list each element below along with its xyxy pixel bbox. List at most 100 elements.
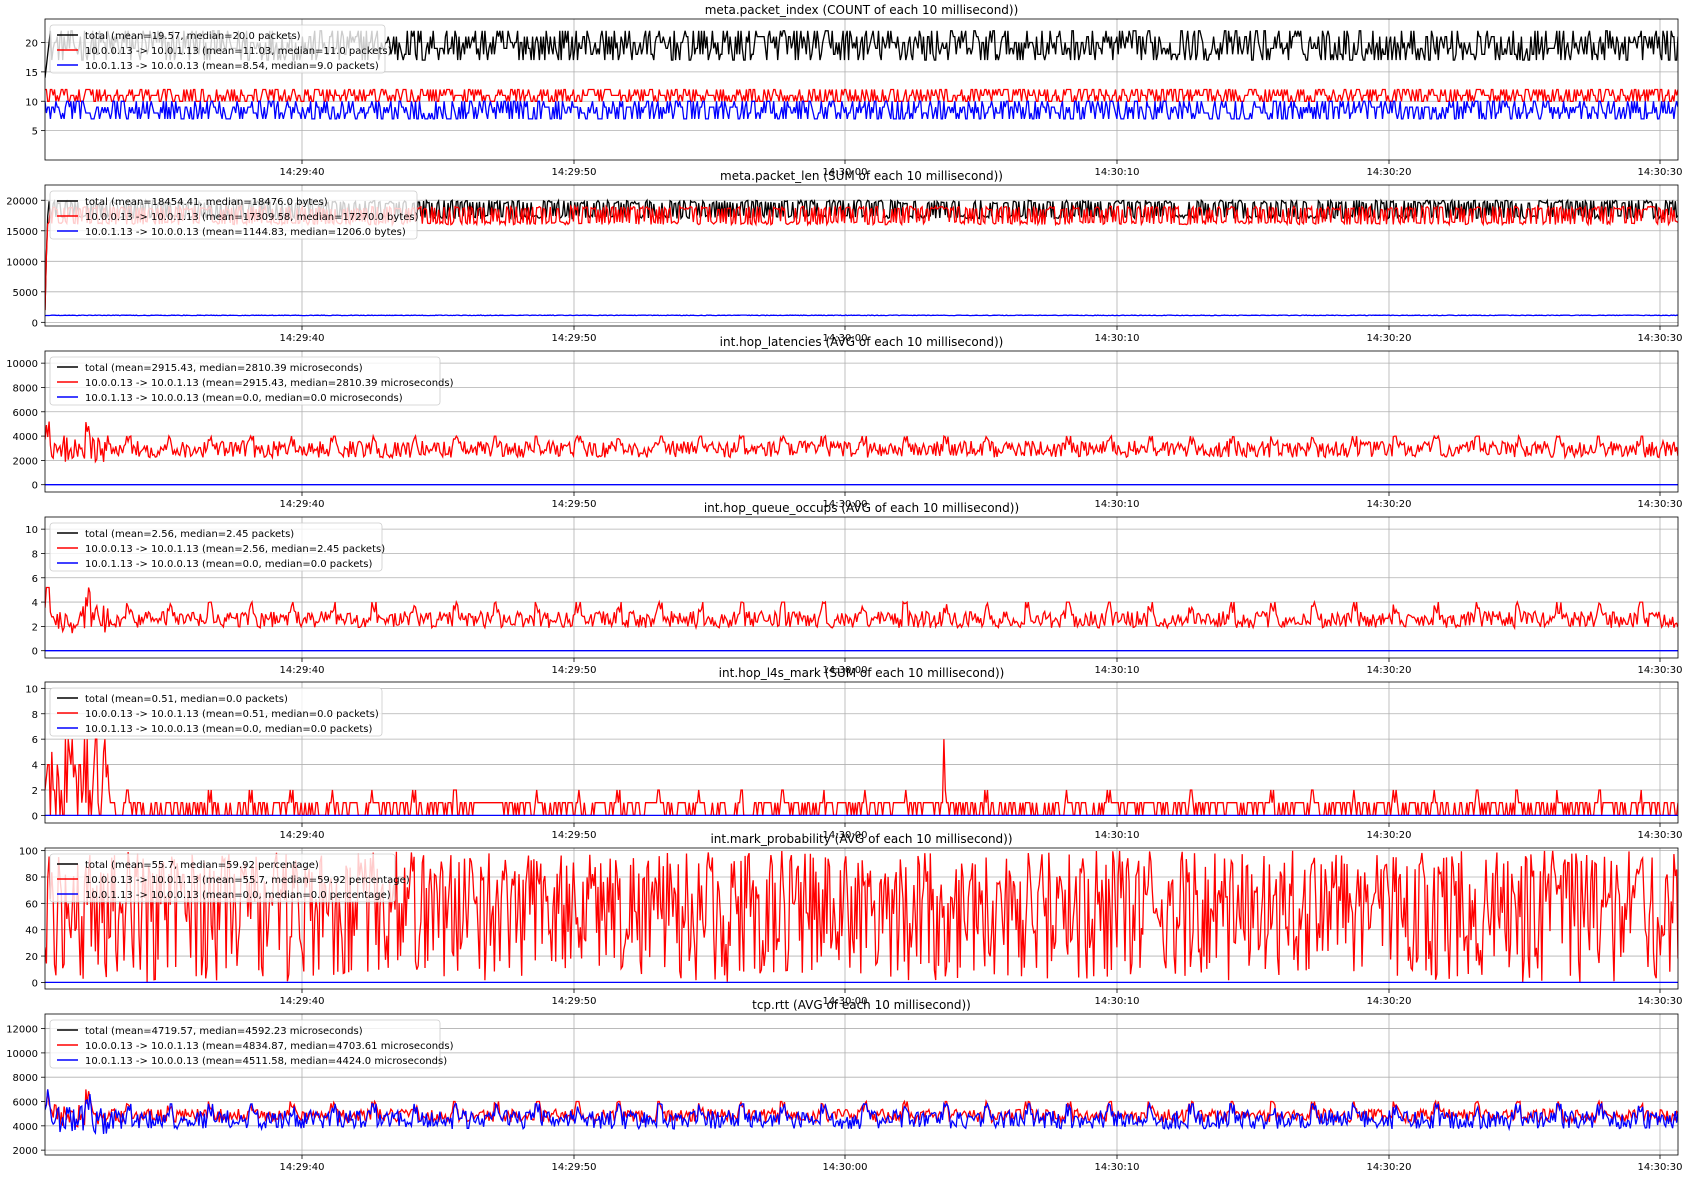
x-tick-label: 14:30:30 <box>1638 167 1683 178</box>
legend-entry: 10.0.0.13 -> 10.0.1.13 (mean=17309.58, m… <box>85 212 419 223</box>
legend-entry: 10.0.0.13 -> 10.0.1.13 (mean=55.7, media… <box>85 875 410 886</box>
legend-entry: total (mean=2915.43, median=2810.39 micr… <box>85 363 363 374</box>
chart-panel: int.hop_queue_occups (AVG of each 10 mil… <box>25 501 1682 676</box>
y-tick-label: 4000 <box>13 432 38 443</box>
chart-title: int.hop_latencies (AVG of each 10 millis… <box>720 335 1004 349</box>
x-tick-label: 14:30:20 <box>1367 333 1412 344</box>
legend-entry: total (mean=18454.41, median=18476.0 byt… <box>85 197 328 208</box>
x-tick-label: 14:29:50 <box>552 996 597 1007</box>
x-tick-label: 14:30:10 <box>1095 167 1140 178</box>
y-tick-label: 0 <box>32 647 38 658</box>
legend: total (mean=2.56, median=2.45 packets) 10… <box>50 523 385 571</box>
x-tick-label: 14:29:50 <box>552 499 597 510</box>
y-tick-label: 15000 <box>6 227 38 238</box>
x-tick-label: 14:29:50 <box>552 333 597 344</box>
x-tick-label: 14:30:20 <box>1367 665 1412 676</box>
x-tick-label: 14:29:40 <box>280 996 325 1007</box>
legend-entry: 10.0.0.13 -> 10.0.1.13 (mean=2.56, media… <box>85 544 385 555</box>
x-tick-label: 14:30:10 <box>1095 830 1140 841</box>
legend-entry: 10.0.1.13 -> 10.0.0.13 (mean=0.0, median… <box>85 890 391 901</box>
legend-entry: total (mean=55.7, median=59.92 percentag… <box>85 860 319 871</box>
x-tick-label: 14:29:40 <box>280 333 325 344</box>
y-tick-label: 15 <box>25 68 38 79</box>
x-tick-label: 14:30:30 <box>1638 665 1683 676</box>
x-tick-label: 14:30:10 <box>1095 1162 1140 1173</box>
y-tick-label: 6 <box>32 735 38 746</box>
y-tick-label: 10 <box>25 97 38 108</box>
y-tick-label: 4 <box>32 761 38 772</box>
legend-entry: 10.0.1.13 -> 10.0.0.13 (mean=0.0, median… <box>85 724 372 735</box>
y-tick-label: 10000 <box>6 359 38 370</box>
chart-panel: tcp.rtt (AVG of each 10 millisecond))200… <box>6 998 1682 1173</box>
y-tick-label: 80 <box>25 873 38 884</box>
x-tick-label: 14:29:50 <box>552 1162 597 1173</box>
y-tick-label: 6000 <box>13 408 38 419</box>
y-tick-label: 0 <box>32 318 38 329</box>
legend-entry: total (mean=19.57, median=20.0 packets) <box>85 31 301 42</box>
series-line <box>45 315 1678 316</box>
legend: total (mean=55.7, median=59.92 percentag… <box>50 854 410 902</box>
y-tick-label: 6 <box>32 574 38 585</box>
y-tick-label: 20 <box>25 39 38 50</box>
x-tick-label: 14:30:20 <box>1367 830 1412 841</box>
chart-panel: int.hop_latencies (AVG of each 10 millis… <box>6 335 1682 510</box>
y-tick-label: 2000 <box>13 1146 38 1157</box>
chart-title: int.hop_l4s_mark (SUM of each 10 millise… <box>719 666 1005 680</box>
x-tick-label: 14:30:30 <box>1638 333 1683 344</box>
chart-panel: int.mark_probability (AVG of each 10 mil… <box>19 832 1683 1007</box>
y-tick-label: 10 <box>25 684 38 695</box>
chart-title: int.hop_queue_occups (AVG of each 10 mil… <box>704 501 1019 515</box>
y-tick-label: 2 <box>32 622 38 633</box>
legend: total (mean=19.57, median=20.0 packets) 1… <box>50 25 392 73</box>
y-tick-label: 4 <box>32 598 38 609</box>
legend-entry: 10.0.0.13 -> 10.0.1.13 (mean=11.03, medi… <box>85 46 392 57</box>
x-tick-label: 14:29:40 <box>280 830 325 841</box>
y-tick-label: 0 <box>32 811 38 822</box>
y-tick-label: 100 <box>19 847 38 858</box>
legend-entry: 10.0.1.13 -> 10.0.0.13 (mean=0.0, median… <box>85 559 372 570</box>
x-tick-label: 14:30:10 <box>1095 996 1140 1007</box>
x-tick-label: 14:30:20 <box>1367 167 1412 178</box>
y-tick-label: 20000 <box>6 196 38 207</box>
x-tick-label: 14:30:10 <box>1095 333 1140 344</box>
legend-entry: 10.0.1.13 -> 10.0.0.13 (mean=4511.58, me… <box>85 1056 447 1067</box>
y-tick-label: 0 <box>32 481 38 492</box>
y-tick-label: 20 <box>25 952 38 963</box>
legend-entry: total (mean=4719.57, median=4592.23 micr… <box>85 1026 363 1037</box>
legend-entry: 10.0.1.13 -> 10.0.0.13 (mean=0.0, median… <box>85 393 403 404</box>
legend-entry: 10.0.0.13 -> 10.0.1.13 (mean=4834.87, me… <box>85 1041 454 1052</box>
chart-panel: meta.packet_len (SUM of each 10 millisec… <box>6 169 1682 344</box>
x-tick-label: 14:30:10 <box>1095 499 1140 510</box>
x-tick-label: 14:30:20 <box>1367 1162 1412 1173</box>
y-tick-label: 10000 <box>6 257 38 268</box>
x-tick-label: 14:29:40 <box>280 167 325 178</box>
x-tick-label: 14:29:50 <box>552 830 597 841</box>
y-tick-label: 8 <box>32 549 38 560</box>
chart-title: int.mark_probability (AVG of each 10 mil… <box>710 832 1012 846</box>
y-tick-label: 10000 <box>6 1049 38 1060</box>
y-tick-label: 10 <box>25 525 38 536</box>
legend: total (mean=18454.41, median=18476.0 byt… <box>50 191 419 239</box>
chart-title: meta.packet_index (COUNT of each 10 mill… <box>705 3 1019 17</box>
y-tick-label: 6000 <box>13 1098 38 1109</box>
x-tick-label: 14:29:40 <box>280 665 325 676</box>
x-tick-label: 14:30:20 <box>1367 996 1412 1007</box>
legend-entry: total (mean=2.56, median=2.45 packets) <box>85 529 294 540</box>
x-tick-label: 14:30:00 <box>823 1162 868 1173</box>
y-tick-label: 40 <box>25 926 38 937</box>
chart-title: meta.packet_len (SUM of each 10 millisec… <box>720 169 1003 183</box>
y-tick-label: 5 <box>32 127 38 138</box>
x-tick-label: 14:30:30 <box>1638 996 1683 1007</box>
legend-entry: 10.0.1.13 -> 10.0.0.13 (mean=1144.83, me… <box>85 227 406 238</box>
y-tick-label: 0 <box>32 978 38 989</box>
x-tick-label: 14:30:30 <box>1638 1162 1683 1173</box>
x-tick-label: 14:29:50 <box>552 665 597 676</box>
legend-entry: 10.0.0.13 -> 10.0.1.13 (mean=2915.43, me… <box>85 378 454 389</box>
y-tick-label: 8000 <box>13 1073 38 1084</box>
y-tick-label: 8 <box>32 710 38 721</box>
legend-entry: total (mean=0.51, median=0.0 packets) <box>85 694 288 705</box>
y-tick-label: 60 <box>25 899 38 910</box>
chart-panel: int.hop_l4s_mark (SUM of each 10 millise… <box>25 666 1682 841</box>
x-tick-label: 14:29:50 <box>552 167 597 178</box>
